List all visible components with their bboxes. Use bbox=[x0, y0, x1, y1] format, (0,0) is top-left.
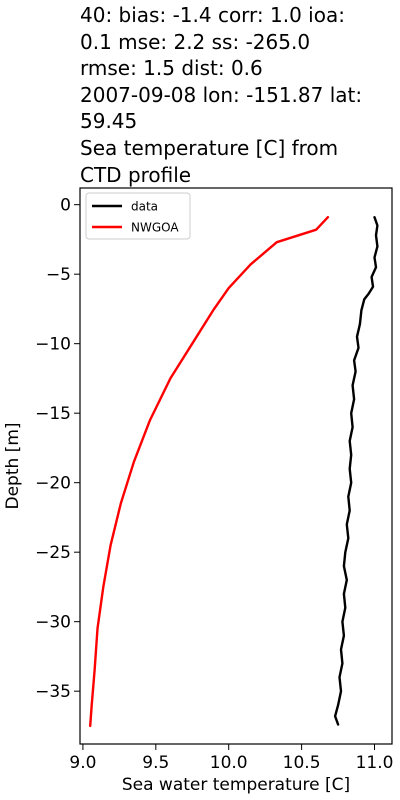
x-axis: 9.0 9.5 10.0 10.5 11.0 bbox=[69, 744, 393, 773]
y-tick-label: −15 bbox=[35, 404, 71, 424]
series-line-data bbox=[333, 215, 379, 726]
title-line: 2007-09-08 lon: -151.87 lat: bbox=[80, 82, 363, 107]
y-tick-label: −25 bbox=[35, 543, 71, 563]
y-tick-label: −35 bbox=[35, 682, 71, 702]
y-tick-label: −10 bbox=[35, 335, 71, 355]
x-tick-label: 10.5 bbox=[283, 753, 321, 773]
y-axis-label: Depth [m] bbox=[3, 422, 23, 509]
y-tick-label: −20 bbox=[35, 474, 71, 494]
series-layer bbox=[88, 215, 379, 728]
x-tick-label: 9.5 bbox=[142, 753, 169, 773]
chart-title: 40: bias: -1.4 corr: 1.0 ioa: 0.1 mse: 2… bbox=[80, 2, 398, 188]
x-tick-label: 10.0 bbox=[210, 753, 248, 773]
legend-label-data: data bbox=[131, 200, 158, 214]
legend: data NWGOA bbox=[85, 192, 191, 240]
title-line: 40: bias: -1.4 corr: 1.0 ioa: bbox=[80, 3, 345, 27]
y-tick-label: −30 bbox=[35, 613, 71, 633]
series-line-nwgoa bbox=[88, 215, 330, 728]
y-axis: 0 −5 −10 −15 −20 −25 −30 −35 bbox=[35, 196, 80, 702]
x-axis-label: Sea water temperature [C] bbox=[122, 775, 350, 795]
title-line: 59.45 bbox=[80, 109, 138, 134]
title-line: rmse: 1.5 dist: 0.6 bbox=[80, 56, 263, 81]
title-line: Sea temperature [C] from bbox=[80, 135, 339, 160]
title-line: 0.1 mse: 2.2 ss: -265.0 bbox=[80, 29, 311, 54]
x-tick-label: 11.0 bbox=[356, 753, 394, 773]
y-tick-label: 0 bbox=[60, 196, 71, 216]
legend-label-nwgoa: NWGOA bbox=[131, 221, 179, 235]
y-tick-label: −5 bbox=[46, 265, 71, 285]
plot-frame bbox=[79, 187, 393, 745]
title-line: CTD profile bbox=[80, 162, 192, 187]
x-tick-label: 9.0 bbox=[69, 753, 96, 773]
